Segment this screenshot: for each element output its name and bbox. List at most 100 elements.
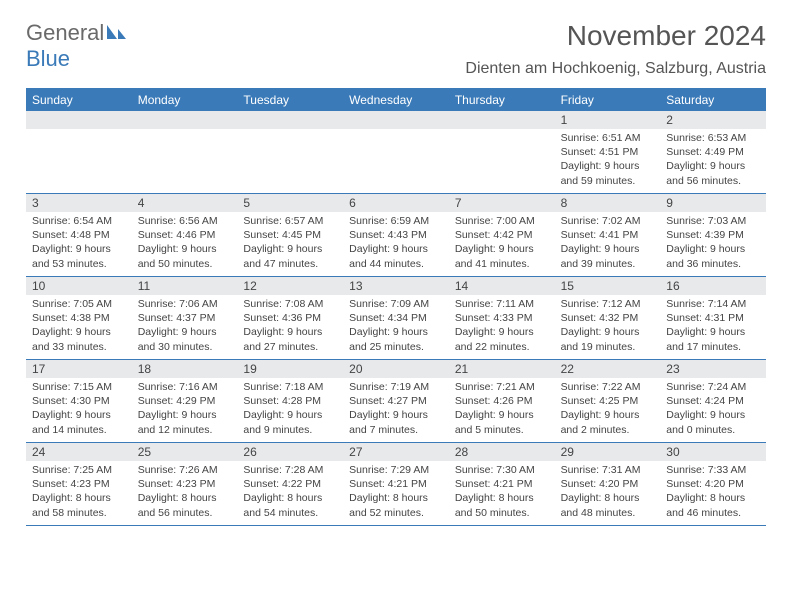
sunset-text: Sunset: 4:20 PM: [666, 477, 760, 491]
daylight-text: Daylight: 9 hours and 59 minutes.: [561, 159, 655, 187]
day-number: 7: [449, 194, 555, 212]
sunrise-text: Sunrise: 6:59 AM: [349, 214, 443, 228]
day-details: Sunrise: 6:56 AMSunset: 4:46 PMDaylight:…: [132, 212, 238, 275]
day-details: [449, 129, 555, 135]
daylight-text: Daylight: 9 hours and 12 minutes.: [138, 408, 232, 436]
day-cell: 10Sunrise: 7:05 AMSunset: 4:38 PMDayligh…: [26, 277, 132, 359]
daylight-text: Daylight: 8 hours and 54 minutes.: [243, 491, 337, 519]
day-number: 18: [132, 360, 238, 378]
day-number: 3: [26, 194, 132, 212]
day-number: [26, 111, 132, 129]
daylight-text: Daylight: 9 hours and 17 minutes.: [666, 325, 760, 353]
sunset-text: Sunset: 4:34 PM: [349, 311, 443, 325]
day-cell: 24Sunrise: 7:25 AMSunset: 4:23 PMDayligh…: [26, 443, 132, 525]
day-cell: 29Sunrise: 7:31 AMSunset: 4:20 PMDayligh…: [555, 443, 661, 525]
sunset-text: Sunset: 4:51 PM: [561, 145, 655, 159]
logo-text-a: General: [26, 20, 104, 46]
sunrise-text: Sunrise: 7:22 AM: [561, 380, 655, 394]
day-cell: 27Sunrise: 7:29 AMSunset: 4:21 PMDayligh…: [343, 443, 449, 525]
sunrise-text: Sunrise: 7:21 AM: [455, 380, 549, 394]
day-cell: [132, 111, 238, 193]
day-details: [132, 129, 238, 135]
day-details: Sunrise: 7:16 AMSunset: 4:29 PMDaylight:…: [132, 378, 238, 441]
sunrise-text: Sunrise: 7:24 AM: [666, 380, 760, 394]
day-details: Sunrise: 7:14 AMSunset: 4:31 PMDaylight:…: [660, 295, 766, 358]
day-details: Sunrise: 7:19 AMSunset: 4:27 PMDaylight:…: [343, 378, 449, 441]
sunrise-text: Sunrise: 6:56 AM: [138, 214, 232, 228]
day-details: Sunrise: 6:53 AMSunset: 4:49 PMDaylight:…: [660, 129, 766, 192]
logo-sail-icon: [106, 23, 128, 41]
day-cell: 3Sunrise: 6:54 AMSunset: 4:48 PMDaylight…: [26, 194, 132, 276]
dow-tue: Tuesday: [237, 89, 343, 111]
day-number: 22: [555, 360, 661, 378]
day-cell: 30Sunrise: 7:33 AMSunset: 4:20 PMDayligh…: [660, 443, 766, 525]
day-number: 28: [449, 443, 555, 461]
day-number: 9: [660, 194, 766, 212]
sunrise-text: Sunrise: 7:19 AM: [349, 380, 443, 394]
daylight-text: Daylight: 9 hours and 27 minutes.: [243, 325, 337, 353]
sunset-text: Sunset: 4:20 PM: [561, 477, 655, 491]
sunset-text: Sunset: 4:33 PM: [455, 311, 549, 325]
dow-mon: Monday: [132, 89, 238, 111]
day-cell: 28Sunrise: 7:30 AMSunset: 4:21 PMDayligh…: [449, 443, 555, 525]
day-number: [343, 111, 449, 129]
day-cell: 7Sunrise: 7:00 AMSunset: 4:42 PMDaylight…: [449, 194, 555, 276]
day-number: 16: [660, 277, 766, 295]
daylight-text: Daylight: 9 hours and 44 minutes.: [349, 242, 443, 270]
day-details: [237, 129, 343, 135]
day-cell: [449, 111, 555, 193]
sunset-text: Sunset: 4:38 PM: [32, 311, 126, 325]
day-number: 1: [555, 111, 661, 129]
sunrise-text: Sunrise: 7:29 AM: [349, 463, 443, 477]
day-cell: 5Sunrise: 6:57 AMSunset: 4:45 PMDaylight…: [237, 194, 343, 276]
sunset-text: Sunset: 4:43 PM: [349, 228, 443, 242]
sunset-text: Sunset: 4:30 PM: [32, 394, 126, 408]
day-details: Sunrise: 7:02 AMSunset: 4:41 PMDaylight:…: [555, 212, 661, 275]
day-details: Sunrise: 7:24 AMSunset: 4:24 PMDaylight:…: [660, 378, 766, 441]
daylight-text: Daylight: 9 hours and 5 minutes.: [455, 408, 549, 436]
day-details: Sunrise: 6:59 AMSunset: 4:43 PMDaylight:…: [343, 212, 449, 275]
sunrise-text: Sunrise: 7:30 AM: [455, 463, 549, 477]
day-cell: 19Sunrise: 7:18 AMSunset: 4:28 PMDayligh…: [237, 360, 343, 442]
sunset-text: Sunset: 4:45 PM: [243, 228, 337, 242]
daylight-text: Daylight: 9 hours and 47 minutes.: [243, 242, 337, 270]
sunrise-text: Sunrise: 7:03 AM: [666, 214, 760, 228]
sunset-text: Sunset: 4:31 PM: [666, 311, 760, 325]
dow-wed: Wednesday: [343, 89, 449, 111]
dow-sat: Saturday: [660, 89, 766, 111]
sunrise-text: Sunrise: 7:02 AM: [561, 214, 655, 228]
location-text: Dienten am Hochkoenig, Salzburg, Austria: [465, 60, 766, 78]
day-cell: 20Sunrise: 7:19 AMSunset: 4:27 PMDayligh…: [343, 360, 449, 442]
logo: General: [26, 20, 128, 46]
sunrise-text: Sunrise: 7:00 AM: [455, 214, 549, 228]
day-number: 29: [555, 443, 661, 461]
header: General November 2024 Dienten am Hochkoe…: [0, 0, 792, 82]
day-number: [237, 111, 343, 129]
daylight-text: Daylight: 8 hours and 50 minutes.: [455, 491, 549, 519]
day-number: 19: [237, 360, 343, 378]
calendar: Sunday Monday Tuesday Wednesday Thursday…: [26, 88, 766, 526]
sunrise-text: Sunrise: 7:06 AM: [138, 297, 232, 311]
sunset-text: Sunset: 4:26 PM: [455, 394, 549, 408]
sunset-text: Sunset: 4:41 PM: [561, 228, 655, 242]
day-details: Sunrise: 7:12 AMSunset: 4:32 PMDaylight:…: [555, 295, 661, 358]
sunset-text: Sunset: 4:29 PM: [138, 394, 232, 408]
dow-sun: Sunday: [26, 89, 132, 111]
sunset-text: Sunset: 4:23 PM: [32, 477, 126, 491]
sunrise-text: Sunrise: 6:53 AM: [666, 131, 760, 145]
daylight-text: Daylight: 9 hours and 0 minutes.: [666, 408, 760, 436]
day-number: 20: [343, 360, 449, 378]
day-details: Sunrise: 7:30 AMSunset: 4:21 PMDaylight:…: [449, 461, 555, 524]
week-row: 17Sunrise: 7:15 AMSunset: 4:30 PMDayligh…: [26, 360, 766, 443]
daylight-text: Daylight: 9 hours and 50 minutes.: [138, 242, 232, 270]
daylight-text: Daylight: 9 hours and 9 minutes.: [243, 408, 337, 436]
sunrise-text: Sunrise: 7:33 AM: [666, 463, 760, 477]
day-cell: [237, 111, 343, 193]
day-number: 17: [26, 360, 132, 378]
day-details: Sunrise: 7:00 AMSunset: 4:42 PMDaylight:…: [449, 212, 555, 275]
day-details: Sunrise: 7:25 AMSunset: 4:23 PMDaylight:…: [26, 461, 132, 524]
day-cell: 18Sunrise: 7:16 AMSunset: 4:29 PMDayligh…: [132, 360, 238, 442]
sunset-text: Sunset: 4:42 PM: [455, 228, 549, 242]
sunrise-text: Sunrise: 7:09 AM: [349, 297, 443, 311]
dow-fri: Friday: [555, 89, 661, 111]
